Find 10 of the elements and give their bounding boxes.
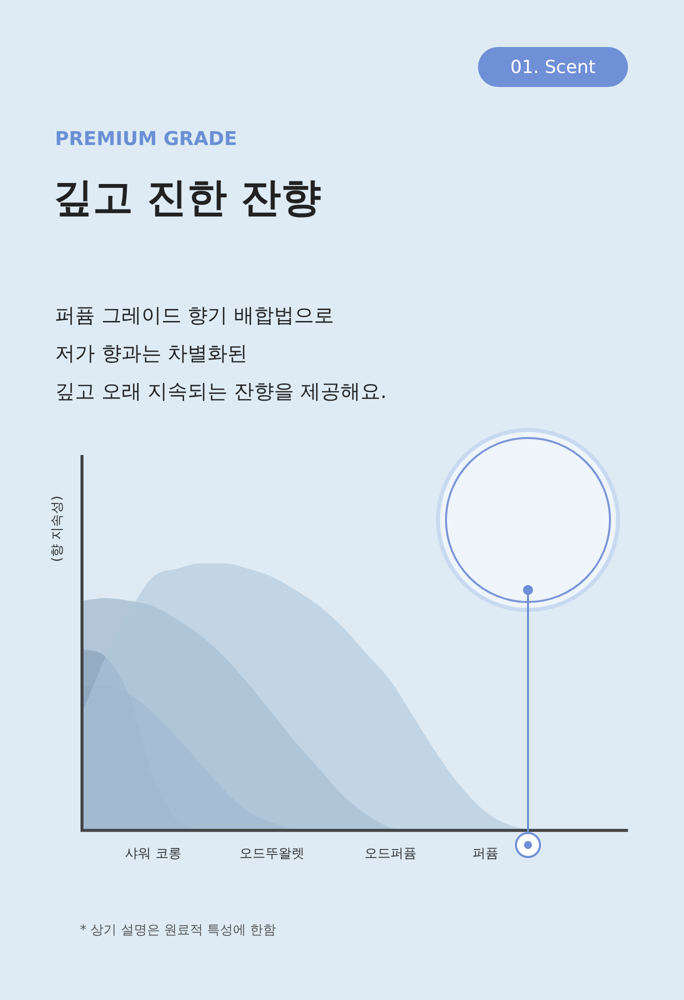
x-tick-label: 퍼퓸 [472,846,499,862]
y-axis-title: (향 지속성) [49,496,66,562]
x-tick-label: 오드뚜왈렛 [239,846,304,862]
text: * 상기 설명은 원료적 특성에 한함 [80,922,276,939]
x-tick-label: 오드퍼퓸 [364,846,417,862]
chart-title: 깊고 진한 잔향 [53,174,321,223]
text: 01. Scent [478,47,628,87]
x-tick-label: 샤워 코롱 [125,846,182,862]
text: 퍼퓸 그레이드 향기 배합법으로 저가 향과는 차별화된 깊고 오래 지속되는 잔향을 제공해요. [55,302,387,405]
text: PREMIUM GRADE [55,128,238,150]
